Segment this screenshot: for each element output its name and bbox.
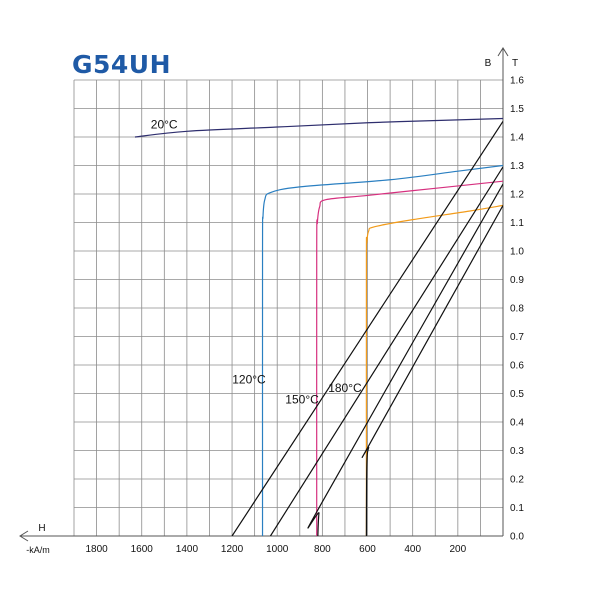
load-line: [361, 205, 503, 536]
x-tick-label: 800: [314, 544, 331, 555]
demag-curve: [261, 164, 503, 536]
y-tick-label: 0.9: [510, 275, 524, 286]
load-lines: [231, 120, 503, 536]
y-tick-label: 0.1: [510, 503, 524, 514]
y-tick-label: 0.6: [510, 361, 524, 372]
x-tick-label: 1400: [176, 544, 199, 555]
y-axis-label: B: [485, 58, 492, 69]
y-tick-label: 0.4: [510, 418, 524, 429]
y-tick-label: 1.1: [510, 218, 524, 229]
chart-title: G54UH: [72, 50, 172, 79]
x-tick-label: 1600: [131, 544, 154, 555]
y-tick-label: 0.5: [510, 389, 524, 400]
curve-label: 180°C: [328, 381, 362, 395]
tick-labels: 1800 1600 1400 1200 1000 800 600 400 200 0.0 0.1 0.…: [85, 76, 524, 556]
axes: B T H -kA/m: [19, 47, 518, 555]
y-tick-label: 1.6: [510, 76, 524, 87]
y-tick-label: 0.8: [510, 304, 524, 315]
curve-label: 120°C: [232, 373, 266, 387]
curves: [134, 117, 503, 536]
y-tick-label: 0.7: [510, 332, 524, 343]
y-tick-label: 1.5: [510, 104, 524, 115]
demag-curve: [365, 204, 503, 536]
grid: [73, 79, 504, 537]
x-axis-unit: -kA/m: [26, 545, 50, 555]
y-tick-label: 0.0: [510, 532, 524, 543]
x-tick-label: 600: [359, 544, 376, 555]
x-axis-label: H: [38, 523, 45, 534]
x-tick-label: 400: [404, 544, 421, 555]
x-axis-arrow: [19, 530, 29, 542]
y-tick-label: 1.4: [510, 133, 524, 144]
load-line: [231, 120, 503, 536]
y-tick-label: 0.3: [510, 446, 524, 457]
x-tick-label: 1200: [221, 544, 244, 555]
curve-label: 150°C: [285, 392, 319, 406]
x-tick-label: 1000: [266, 544, 289, 555]
x-tick-label: 200: [449, 544, 466, 555]
demag-curve: [316, 180, 503, 536]
y-tick-label: 1.0: [510, 247, 524, 258]
annotations: 20°C 120°C 150°C 180°C: [151, 117, 362, 406]
x-tick-label: 1800: [85, 544, 108, 555]
y-axis-arrow: [497, 47, 509, 57]
load-line: [307, 183, 503, 536]
demag-curve: [134, 117, 503, 138]
load-line: [269, 166, 503, 536]
y-tick-label: 1.2: [510, 190, 524, 201]
y-axis-unit: T: [512, 58, 518, 69]
curve-label: 20°C: [151, 117, 178, 131]
y-tick-label: 1.3: [510, 161, 524, 172]
y-tick-label: 0.2: [510, 475, 524, 486]
